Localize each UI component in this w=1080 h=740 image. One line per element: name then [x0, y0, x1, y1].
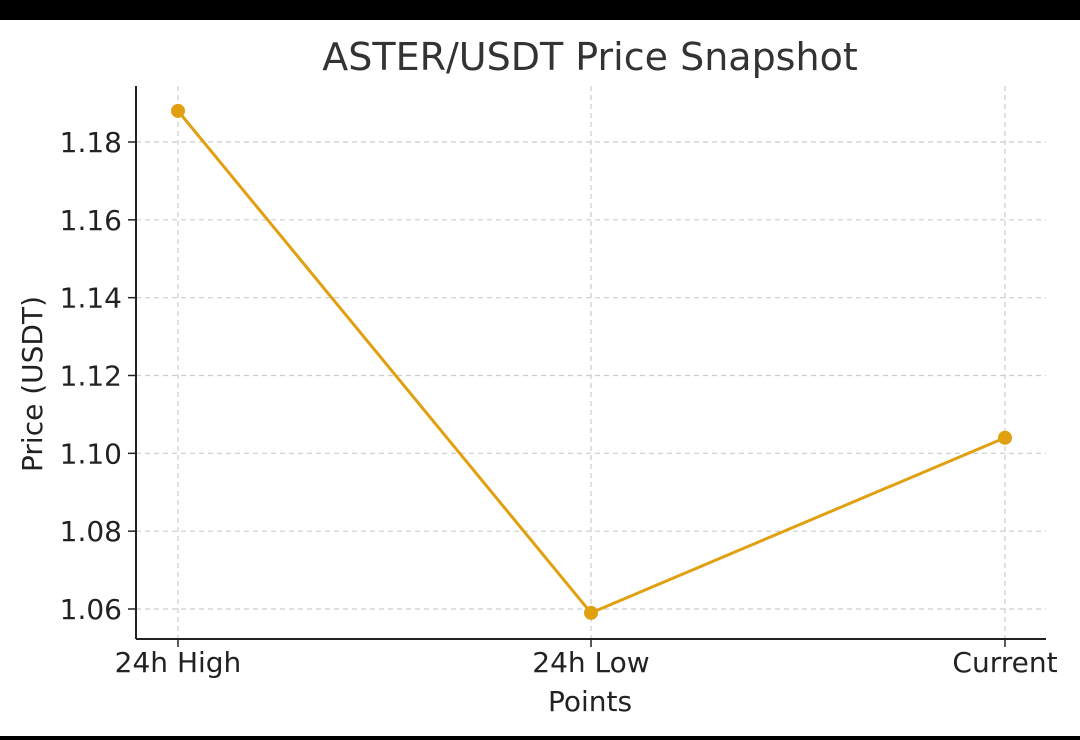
y-axis-label: Price (USDT): [16, 296, 49, 472]
line-chart: 1.06 1.08 1.10 1.12 1.14 1.16 1.18 24h High 24h …: [16, 35, 1058, 718]
data-point: [998, 430, 1012, 445]
y-tick-label: 1.10: [60, 437, 122, 470]
y-tick-label: 1.16: [60, 204, 122, 237]
y-tick-label: 1.14: [60, 282, 122, 315]
y-tick-label: 1.18: [60, 126, 122, 159]
series-layer: [171, 103, 1012, 620]
y-tick-label: 1.08: [60, 515, 122, 548]
y-tick-label: 1.06: [60, 593, 122, 626]
chart-frame: 1.06 1.08 1.10 1.12 1.14 1.16 1.18 24h High 24h …: [0, 20, 1080, 736]
data-point: [584, 605, 598, 620]
grid-layer: [136, 86, 1046, 639]
x-tick-label: 24h Low: [532, 646, 649, 679]
x-tick-label: Current: [952, 646, 1057, 679]
y-tick-label: 1.12: [60, 360, 122, 393]
axes-layer: [128, 86, 1046, 647]
labels-layer: 1.06 1.08 1.10 1.12 1.14 1.16 1.18 24h High 24h …: [60, 126, 1058, 679]
chart-title: ASTER/USDT Price Snapshot: [322, 35, 857, 79]
x-tick-label: 24h High: [115, 646, 242, 679]
x-axis-label: Points: [548, 685, 632, 718]
data-point: [171, 103, 185, 118]
